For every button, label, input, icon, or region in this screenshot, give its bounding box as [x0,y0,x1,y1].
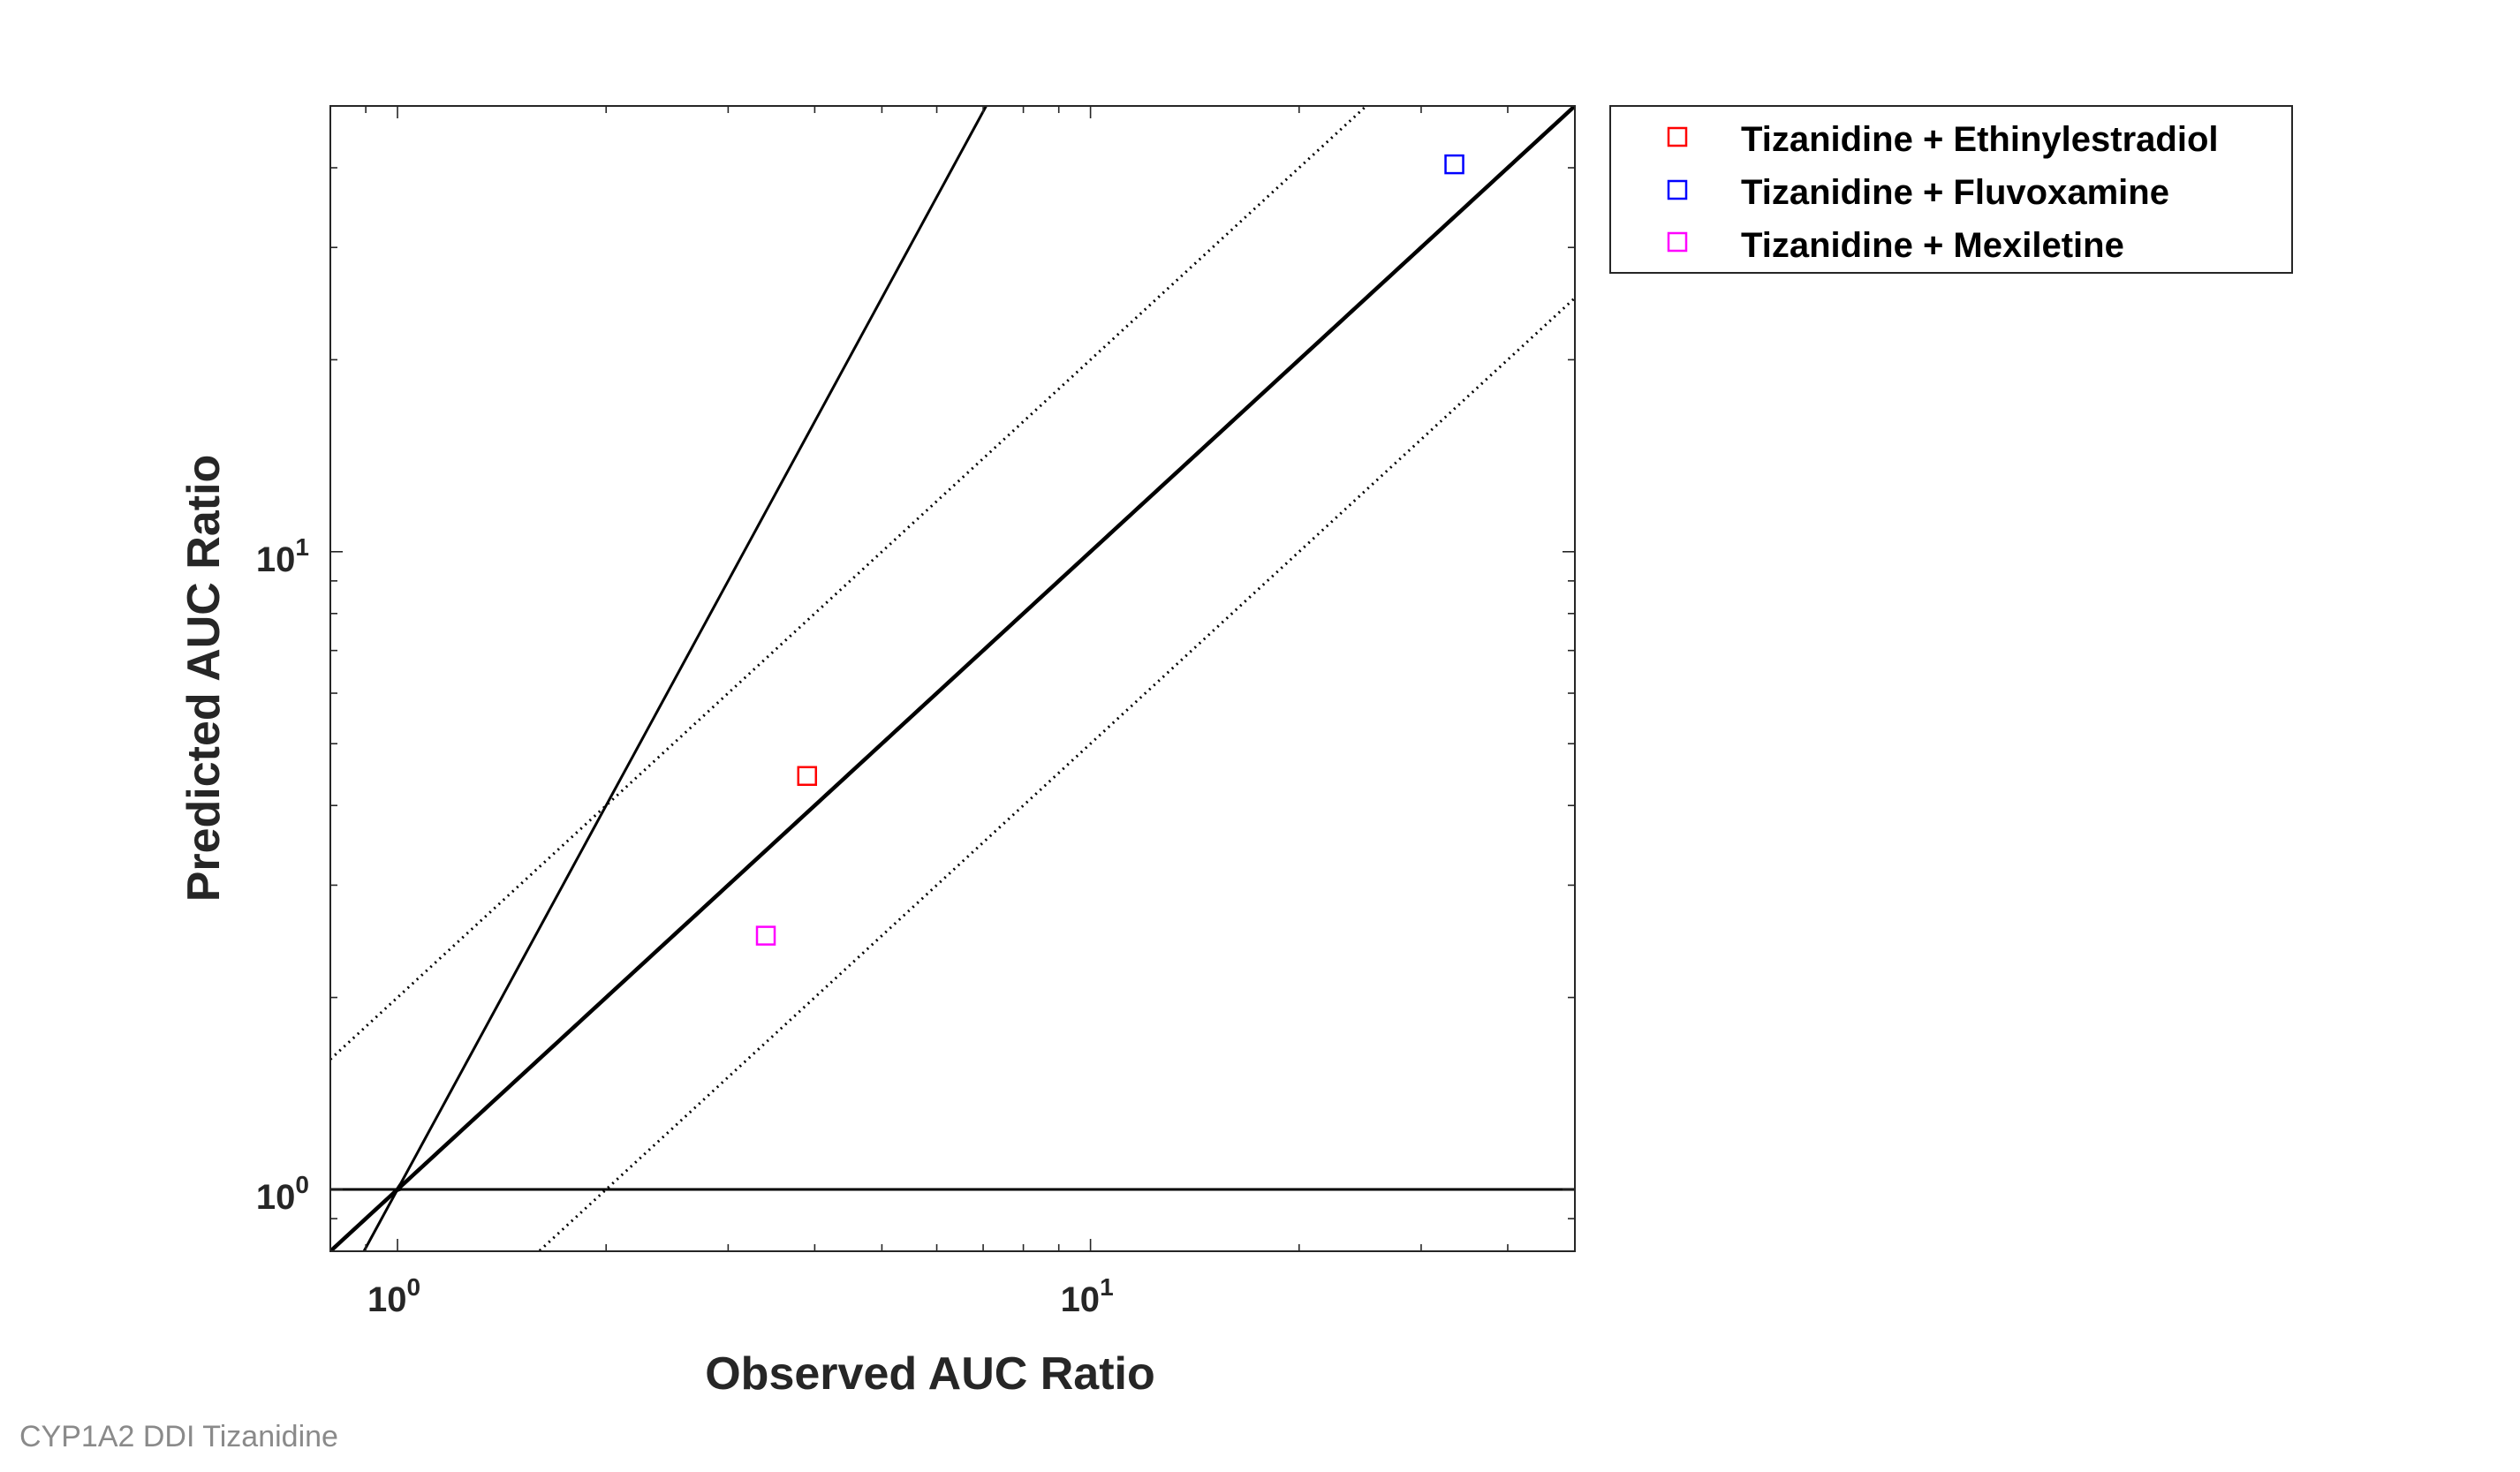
x-axis-label: Observed AUC Ratio [705,1348,1155,1400]
legend-marker-fluvoxamine [1667,179,1688,200]
x-tick-label: 101 [1061,1273,1114,1319]
y-axis-label: Predicted AUC Ratio [178,455,230,902]
data-point-series-0 [797,766,818,787]
legend-box [1609,105,2293,274]
legend-label-ethinylestradiol: Tizanidine + Ethinylestradiol [1741,120,2219,159]
reference-lines [330,106,1575,1251]
legend-label-mexiletine: Tizanidine + Mexiletine [1741,226,2124,265]
lower-fold-line [536,297,1575,1251]
y-tick-label: 101 [256,533,309,579]
footer-caption: CYP1A2 DDI Tizanidine [19,1420,338,1453]
legend-label-fluvoxamine: Tizanidine + Fluvoxamine [1741,173,2169,212]
legend: Tizanidine + Ethinylestradiol Tizanidine… [1609,105,2293,274]
data-markers [755,154,1464,946]
upper-fold-line [330,106,1369,1061]
lower-guest-limit [362,1188,1575,1251]
legend-marker-ethinylestradiol [1667,126,1688,147]
x-tick-label: 100 [367,1273,420,1319]
upper-guest-limit [330,106,988,1191]
axis-ticks [329,105,1576,1252]
y-tick-label: 100 [256,1171,309,1217]
identity-line [330,106,1575,1251]
plot-frame [329,105,1576,1252]
legend-marker-mexiletine [1667,231,1688,253]
data-point-series-2 [755,925,776,946]
tick-labels: 100 101 100 101 [256,533,1114,1319]
data-point-series-1 [1444,154,1464,175]
